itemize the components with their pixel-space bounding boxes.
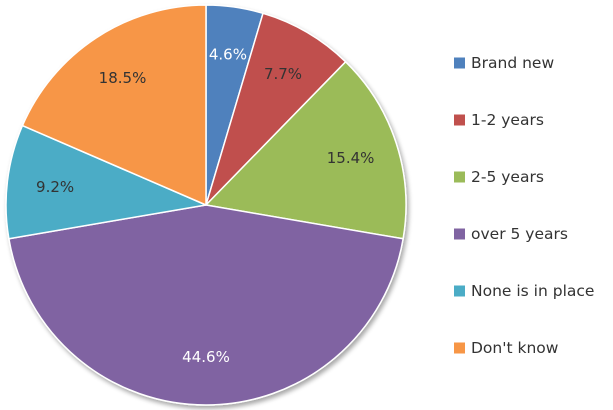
legend-swatch-2-5-years xyxy=(454,171,465,183)
pie-slice-over-5-years xyxy=(8,204,404,406)
data-label-brand-new: 4.6% xyxy=(209,46,247,64)
legend-swatch-1-2-years xyxy=(454,114,465,126)
data-label-none-is-in-place: 9.2% xyxy=(36,178,74,196)
pie-slices xyxy=(5,4,407,406)
pie-slice-labels: 4.6% 7.7% 15.4% 44.6% 9.2% 18.5% xyxy=(36,46,374,366)
legend-swatch-none-is-in-place xyxy=(454,285,465,297)
legend-label-2-5-years: 2-5 years xyxy=(471,168,544,186)
pie-slice-none-is-in-place xyxy=(5,124,207,240)
data-label-2-5-years: 15.4% xyxy=(327,149,375,167)
legend-label-don-t-know: Don't know xyxy=(471,339,559,357)
legend: Brand new 1-2 years 2-5 years over 5 years N… xyxy=(454,54,594,357)
data-label-over-5-years: 44.6% xyxy=(182,348,230,366)
legend-label-none-is-in-place: None is in place xyxy=(471,282,594,300)
legend-swatch-over-5-years xyxy=(454,228,465,240)
legend-swatch-brand-new xyxy=(454,57,465,69)
pie-slice-1-2-years xyxy=(205,12,347,206)
pie-slice-2-5-years xyxy=(205,61,407,240)
data-label-1-2-years: 7.7% xyxy=(264,65,302,83)
pie-slice-don-t-know xyxy=(21,4,207,206)
legend-label-1-2-years: 1-2 years xyxy=(471,111,544,129)
legend-label-over-5-years: over 5 years xyxy=(471,225,568,243)
legend-label-brand-new: Brand new xyxy=(471,54,554,72)
data-label-don-t-know: 18.5% xyxy=(99,69,147,87)
legend-swatch-don-t-know xyxy=(454,342,465,354)
